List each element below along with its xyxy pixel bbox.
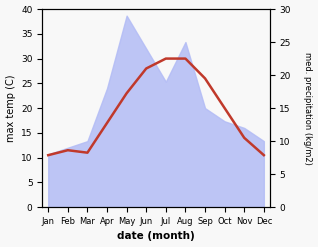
Y-axis label: med. precipitation (kg/m2): med. precipitation (kg/m2) — [303, 52, 313, 165]
X-axis label: date (month): date (month) — [117, 231, 195, 242]
Y-axis label: max temp (C): max temp (C) — [5, 74, 16, 142]
